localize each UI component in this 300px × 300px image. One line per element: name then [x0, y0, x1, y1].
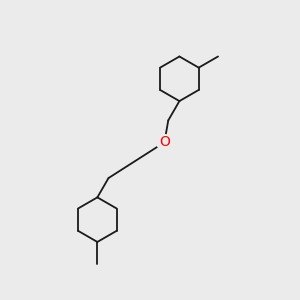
Text: O: O [159, 135, 170, 149]
Circle shape [157, 135, 172, 150]
